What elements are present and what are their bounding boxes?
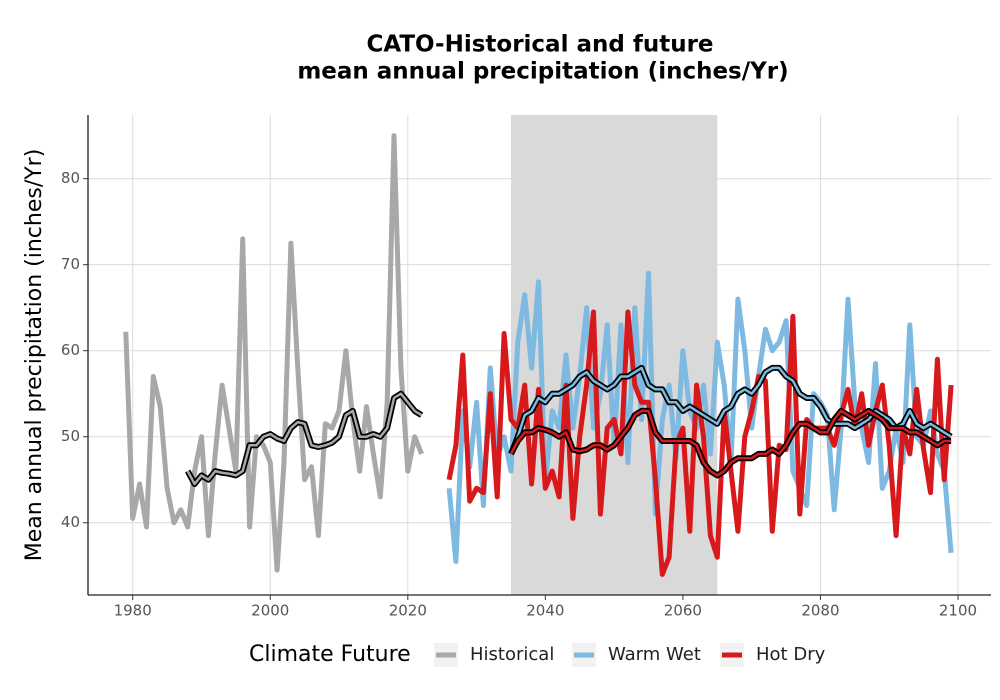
- x-tick-label: 2020: [389, 602, 427, 620]
- x-tick-label: 2080: [801, 602, 839, 620]
- data-line: [123, 133, 424, 573]
- chart-title: mean annual precipitation (inches/Yr): [297, 59, 788, 85]
- x-tick-label: 2040: [526, 602, 564, 620]
- legend-label: Warm Wet: [608, 644, 701, 665]
- y-tick-label: 40: [61, 513, 80, 531]
- legend-label: Historical: [470, 644, 554, 665]
- x-tick-label: 2000: [251, 602, 289, 620]
- chart-title: CATO-Historical and future: [366, 32, 713, 58]
- legend-label: Hot Dry: [756, 644, 826, 665]
- x-tick-label: 2100: [939, 602, 977, 620]
- y-tick-label: 80: [61, 169, 80, 187]
- rolling-mean-line: [186, 392, 423, 486]
- x-tick-label: 1980: [114, 602, 152, 620]
- x-tick-label: 2060: [664, 602, 702, 620]
- legend-title: Climate Future: [249, 642, 411, 667]
- y-tick-label: 70: [61, 255, 80, 273]
- y-axis-title: Mean annual precipitation (inches/Yr): [22, 149, 47, 562]
- y-tick-label: 60: [61, 341, 80, 359]
- rolling-mean-line: [509, 366, 952, 455]
- rolling-mean-line: [509, 409, 952, 477]
- y-tick-label: 50: [61, 427, 80, 445]
